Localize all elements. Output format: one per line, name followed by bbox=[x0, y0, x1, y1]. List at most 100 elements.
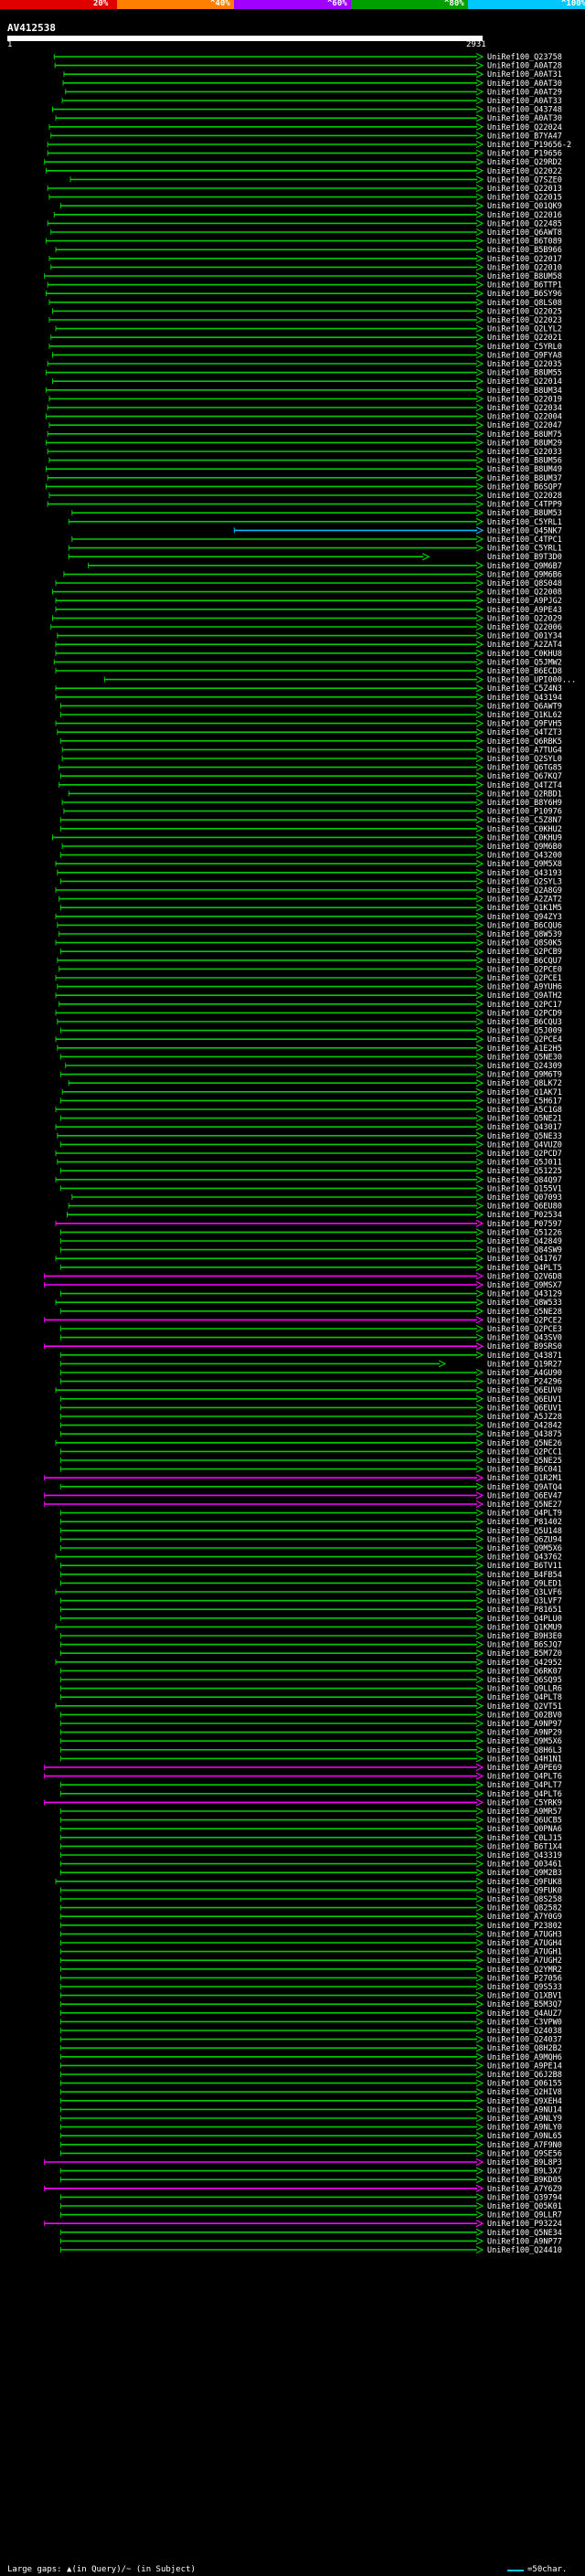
hit-row[interactable]: UniRef100_Q43875 bbox=[59, 1430, 562, 1439]
hit-row[interactable]: UniRef100_Q4PLT8 bbox=[59, 1693, 562, 1702]
hit-row[interactable]: UniRef100_B8UM29 bbox=[45, 439, 562, 448]
hit-row[interactable]: UniRef100_Q4AUZ7 bbox=[59, 2009, 562, 2019]
hit-row[interactable]: UniRef100_Q6RBK5 bbox=[59, 737, 562, 747]
hit-row[interactable]: UniRef100_Q43193 bbox=[57, 868, 562, 878]
hit-row[interactable]: UniRef100_Q8S258 bbox=[59, 1894, 562, 1904]
hit-row[interactable]: UniRef100_Q2PCC1 bbox=[59, 1447, 562, 1457]
hit-row[interactable]: UniRef100_B6ECD8 bbox=[55, 666, 562, 676]
hit-row[interactable]: UniRef100_B6SQP7 bbox=[45, 482, 562, 492]
hit-row[interactable]: UniRef100_A9NL65 bbox=[59, 2132, 562, 2141]
hit-row[interactable]: UniRef100_B9T3D0 bbox=[68, 553, 562, 562]
hit-row[interactable]: UniRef100_Q5NE33 bbox=[57, 1131, 562, 1141]
hit-row[interactable]: UniRef100_Q4PLU0 bbox=[59, 1614, 562, 1624]
hit-row[interactable]: UniRef100_Q8S048 bbox=[55, 578, 562, 588]
hit-row[interactable]: UniRef100_Q1KMU9 bbox=[55, 1623, 562, 1632]
hit-row[interactable]: UniRef100_B8UM34 bbox=[45, 386, 562, 396]
hit-row[interactable]: UniRef100_Q45NK7 bbox=[233, 526, 562, 535]
hit-row[interactable]: UniRef100_Q24309 bbox=[65, 1061, 562, 1071]
hit-row[interactable]: UniRef100_Q22029 bbox=[52, 614, 562, 623]
hit-row[interactable]: UniRef100_Q82582 bbox=[59, 1903, 562, 1913]
hit-row[interactable]: UniRef100_Q8LS08 bbox=[48, 298, 562, 308]
hit-row[interactable]: UniRef100_Q0PNA6 bbox=[59, 1825, 562, 1834]
hit-row[interactable]: UniRef100_A0AT33 bbox=[61, 96, 562, 106]
hit-row[interactable]: UniRef100_Q2PCE1 bbox=[55, 973, 562, 983]
hit-row[interactable]: UniRef100_Q3LVF7 bbox=[59, 1596, 562, 1606]
hit-row[interactable]: UniRef100_P10976 bbox=[63, 807, 562, 817]
hit-row[interactable]: UniRef100_Q9M5X6 bbox=[59, 1543, 562, 1553]
hit-row[interactable]: UniRef100_Q67KQ7 bbox=[59, 772, 562, 781]
hit-row[interactable]: UniRef100_Q4PLT6 bbox=[59, 1789, 562, 1799]
hit-row[interactable]: UniRef100_B6T089 bbox=[45, 237, 562, 247]
hit-row[interactable]: UniRef100_A0AT31 bbox=[63, 70, 562, 80]
hit-row[interactable]: UniRef100_Q9M6T9 bbox=[59, 1070, 562, 1080]
hit-row[interactable]: UniRef100_Q43748 bbox=[52, 105, 562, 115]
hit-row[interactable]: UniRef100_Q9ATH2 bbox=[55, 991, 562, 1001]
hit-row[interactable]: UniRef100_Q42952 bbox=[55, 1658, 562, 1668]
hit-row[interactable]: UniRef100_Q2PCE4 bbox=[55, 1035, 562, 1044]
hit-row[interactable]: UniRef100_Q4TZT3 bbox=[57, 728, 562, 737]
hit-row[interactable]: UniRef100_B7YA47 bbox=[50, 132, 562, 141]
hit-row[interactable]: UniRef100_Q4TZT4 bbox=[58, 780, 562, 790]
hit-row[interactable]: UniRef100_Q4PLT6 bbox=[44, 1772, 562, 1782]
hit-row[interactable]: UniRef100_Q6SQ95 bbox=[59, 1675, 562, 1685]
hit-row[interactable]: UniRef100_P81402 bbox=[59, 1518, 562, 1527]
hit-row[interactable]: UniRef100_P07597 bbox=[55, 1219, 562, 1229]
hit-row[interactable]: UniRef100_A9NLY0 bbox=[59, 2123, 562, 2133]
hit-row[interactable]: UniRef100_Q6AWT9 bbox=[59, 702, 562, 711]
hit-row[interactable]: UniRef100_B8UM56 bbox=[48, 456, 562, 466]
hit-row[interactable]: UniRef100_B8UM55 bbox=[45, 368, 562, 378]
hit-row[interactable]: UniRef100_Q19R27 bbox=[59, 1360, 562, 1369]
hit-row[interactable]: UniRef100_Q9LED1 bbox=[59, 1579, 562, 1588]
hit-row[interactable]: UniRef100_Q22017 bbox=[48, 254, 562, 264]
hit-row[interactable]: UniRef100_Q6AWT8 bbox=[50, 228, 562, 238]
hit-row[interactable]: UniRef100_A9NP29 bbox=[59, 1728, 562, 1738]
hit-row[interactable]: UniRef100_Q8LK72 bbox=[68, 1079, 562, 1088]
hit-row[interactable]: UniRef100_Q02BV0 bbox=[59, 1711, 562, 1720]
hit-row[interactable]: UniRef100_B6TTP1 bbox=[47, 281, 562, 291]
hit-row[interactable]: UniRef100_Q6UCB5 bbox=[59, 1816, 562, 1826]
hit-row[interactable]: UniRef100_Q8H2B2 bbox=[59, 2044, 562, 2053]
hit-row[interactable]: UniRef100_B6SJQ7 bbox=[59, 1640, 562, 1650]
hit-row[interactable]: UniRef100_Q5JMW2 bbox=[53, 658, 562, 667]
hit-row[interactable]: UniRef100_Q22008 bbox=[52, 588, 562, 598]
hit-row[interactable]: UniRef100_A7UGH3 bbox=[59, 1930, 562, 1939]
hit-row[interactable]: UniRef100_Q41767 bbox=[55, 1255, 562, 1264]
hit-row[interactable]: UniRef100_Q5J011 bbox=[57, 1158, 562, 1168]
hit-row[interactable]: UniRef100_Q43194 bbox=[55, 693, 562, 703]
hit-row[interactable]: UniRef100_Q5U148 bbox=[59, 1526, 562, 1536]
hit-row[interactable]: UniRef100_Q2SYL3 bbox=[59, 877, 562, 886]
hit-row[interactable]: UniRef100_P24296 bbox=[59, 1377, 562, 1387]
hit-row[interactable]: UniRef100_Q6EV47 bbox=[44, 1491, 562, 1500]
hit-row[interactable]: UniRef100_Q29RD2 bbox=[44, 158, 562, 167]
hit-row[interactable]: UniRef100_A4GU90 bbox=[59, 1368, 562, 1378]
hit-row[interactable]: UniRef100_Q22025 bbox=[52, 307, 562, 316]
hit-row[interactable]: UniRef100_Q2HIV8 bbox=[59, 2088, 562, 2097]
hit-row[interactable]: UniRef100_Q01Y34 bbox=[57, 631, 562, 641]
hit-row[interactable]: UniRef100_A2ZAT2 bbox=[58, 895, 562, 905]
hit-row[interactable]: UniRef100_Q24410 bbox=[59, 2245, 562, 2255]
hit-row[interactable]: UniRef100_B9L3X7 bbox=[59, 2167, 562, 2177]
hit-row[interactable]: UniRef100_Q2PCD9 bbox=[55, 1009, 562, 1018]
hit-row[interactable]: UniRef100_Q22014 bbox=[52, 377, 562, 387]
hit-row[interactable]: UniRef100_Q2PCE3 bbox=[59, 1324, 562, 1334]
hit-row[interactable]: UniRef100_Q1XBV1 bbox=[59, 1991, 562, 2001]
hit-row[interactable]: UniRef100_B9KD05 bbox=[59, 2176, 562, 2185]
hit-row[interactable]: UniRef100_Q43SV0 bbox=[59, 1333, 562, 1343]
hit-row[interactable]: UniRef100_P19656 bbox=[47, 149, 562, 159]
hit-row[interactable]: UniRef100_Q5NE30 bbox=[59, 1053, 562, 1062]
hit-row[interactable]: UniRef100_Q1R2M1 bbox=[44, 1474, 562, 1483]
hit-row[interactable]: UniRef100_Q2YMR2 bbox=[59, 1965, 562, 1975]
hit-row[interactable]: UniRef100_P02534 bbox=[66, 1211, 562, 1220]
hit-row[interactable]: UniRef100_Q43762 bbox=[55, 1553, 562, 1563]
hit-row[interactable]: UniRef100_Q42849 bbox=[59, 1236, 562, 1246]
hit-row[interactable]: UniRef100_Q43871 bbox=[59, 1351, 562, 1361]
hit-row[interactable]: UniRef100_B6CQU6 bbox=[57, 921, 562, 930]
hit-row[interactable]: UniRef100_Q4VUZ0 bbox=[59, 1140, 562, 1150]
hit-row[interactable]: UniRef100_Q4PLT5 bbox=[59, 1263, 562, 1273]
hit-row[interactable]: UniRef100_B6T1X4 bbox=[59, 1842, 562, 1851]
hit-row[interactable]: UniRef100_Q22023 bbox=[48, 315, 562, 325]
hit-row[interactable]: UniRef100_Q9FYA8 bbox=[52, 351, 562, 360]
hit-row[interactable]: UniRef100_A9NP77 bbox=[59, 2237, 562, 2246]
hit-row[interactable]: UniRef100_Q9LLR6 bbox=[59, 1684, 562, 1694]
hit-row[interactable]: UniRef100_A7F9N0 bbox=[59, 2140, 562, 2150]
